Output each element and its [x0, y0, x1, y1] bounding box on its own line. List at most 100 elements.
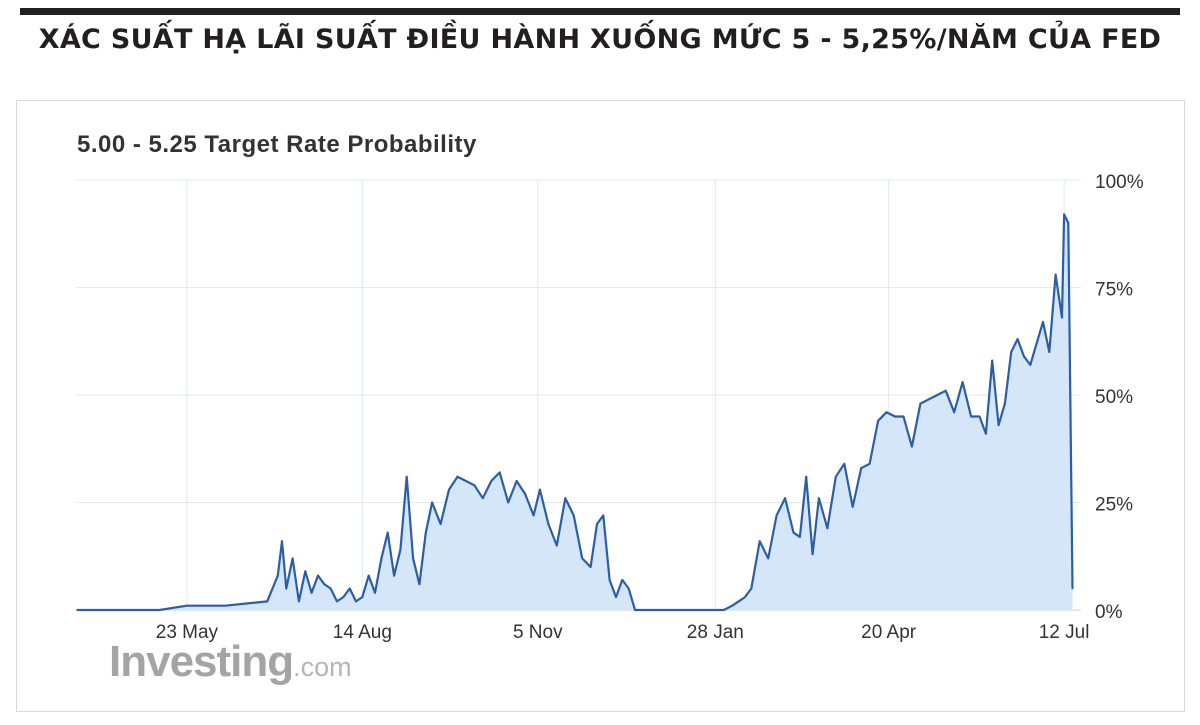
data-point [826, 527, 829, 530]
data-point [281, 540, 283, 543]
data-point [1071, 587, 1074, 590]
data-point [911, 445, 913, 448]
data-point [1004, 402, 1006, 405]
data-point [596, 523, 598, 525]
data-point [665, 609, 668, 611]
data-point [361, 596, 364, 598]
data-point [722, 609, 725, 611]
data-point [329, 587, 332, 590]
chart-title: 5.00 - 5.25 Target Rate Probability [77, 131, 477, 158]
data-point [355, 600, 357, 603]
data-point [634, 609, 636, 611]
data-point [1063, 213, 1065, 216]
y-tick-label: 50% [1095, 387, 1133, 408]
data-point [1042, 321, 1044, 323]
data-point [851, 505, 854, 508]
data-point [298, 600, 300, 603]
x-tick-label: 14 Aug [333, 622, 392, 643]
data-point [997, 424, 1000, 426]
data-point [116, 609, 119, 611]
data-point [515, 480, 518, 482]
x-tick-label: 23 May [156, 622, 219, 643]
data-point [1016, 338, 1019, 340]
data-point [792, 531, 795, 534]
y-tick-label: 25% [1095, 495, 1133, 516]
data-point [532, 514, 535, 517]
data-point [555, 544, 558, 547]
data-point [367, 574, 370, 577]
data-point [1061, 316, 1063, 319]
data-point [927, 398, 930, 401]
y-tick-label: 0% [1095, 602, 1123, 623]
data-point [744, 596, 746, 598]
data-point [1029, 364, 1032, 366]
data-point [399, 548, 402, 551]
chart-panel: 5.00 - 5.25 Target Rate Probability 100%… [16, 100, 1185, 712]
data-point [405, 475, 408, 478]
data-point [1048, 351, 1051, 353]
data-point [572, 514, 575, 517]
data-point [708, 609, 710, 611]
data-point [805, 475, 808, 478]
data-point [473, 484, 476, 487]
data-point [1010, 351, 1013, 353]
data-point [291, 557, 294, 560]
data-point [224, 604, 226, 607]
data-point [627, 587, 630, 590]
data-point [608, 579, 611, 581]
data-point [564, 497, 567, 500]
data-point [424, 531, 427, 534]
data-point [621, 579, 624, 581]
data-point [374, 591, 376, 594]
data-point [944, 389, 947, 392]
data-point [539, 488, 541, 491]
data-point [843, 462, 846, 465]
x-axis-labels: 23 May 14 Aug 5 Nov 28 Jan 20 Apr 12 Jul [156, 622, 1090, 643]
series-line [77, 213, 1074, 612]
data-point [524, 493, 526, 495]
data-point [970, 415, 972, 418]
data-point [266, 600, 269, 603]
data-point [431, 501, 433, 504]
data-point [581, 557, 584, 560]
data-point [784, 497, 786, 500]
data-point [589, 566, 592, 568]
data-point [412, 557, 414, 560]
x-tick-label: 5 Nov [513, 622, 563, 643]
data-point [490, 480, 493, 482]
data-point [418, 583, 421, 586]
data-point [834, 475, 837, 478]
data-point [336, 600, 338, 603]
area-fill-layer [77, 214, 1073, 610]
data-point [276, 574, 279, 577]
data-point [767, 557, 770, 560]
data-point [1023, 355, 1025, 358]
data-point [640, 609, 643, 611]
data-point [547, 523, 550, 525]
data-point [393, 574, 395, 577]
data-point [818, 497, 820, 500]
watermark-suffix: .com [293, 652, 352, 682]
data-point [323, 583, 326, 586]
data-point [902, 415, 905, 418]
data-point [1054, 273, 1057, 276]
data-point [348, 587, 351, 590]
data-point [894, 415, 896, 418]
data-point [775, 514, 778, 517]
data-point [737, 600, 740, 603]
data-point [758, 540, 761, 543]
data-point [811, 553, 814, 555]
data-point [648, 609, 651, 611]
data-point [868, 462, 871, 465]
data-point [386, 531, 389, 534]
data-point [481, 497, 484, 500]
data-point [985, 432, 987, 435]
x-tick-label: 20 Apr [861, 622, 917, 643]
data-point [799, 536, 801, 538]
data-point [498, 471, 501, 474]
x-tick-label: 12 Jul [1039, 622, 1090, 643]
data-point [310, 591, 313, 594]
data-point [953, 411, 956, 414]
data-point [961, 381, 964, 383]
top-rule [20, 8, 1180, 15]
